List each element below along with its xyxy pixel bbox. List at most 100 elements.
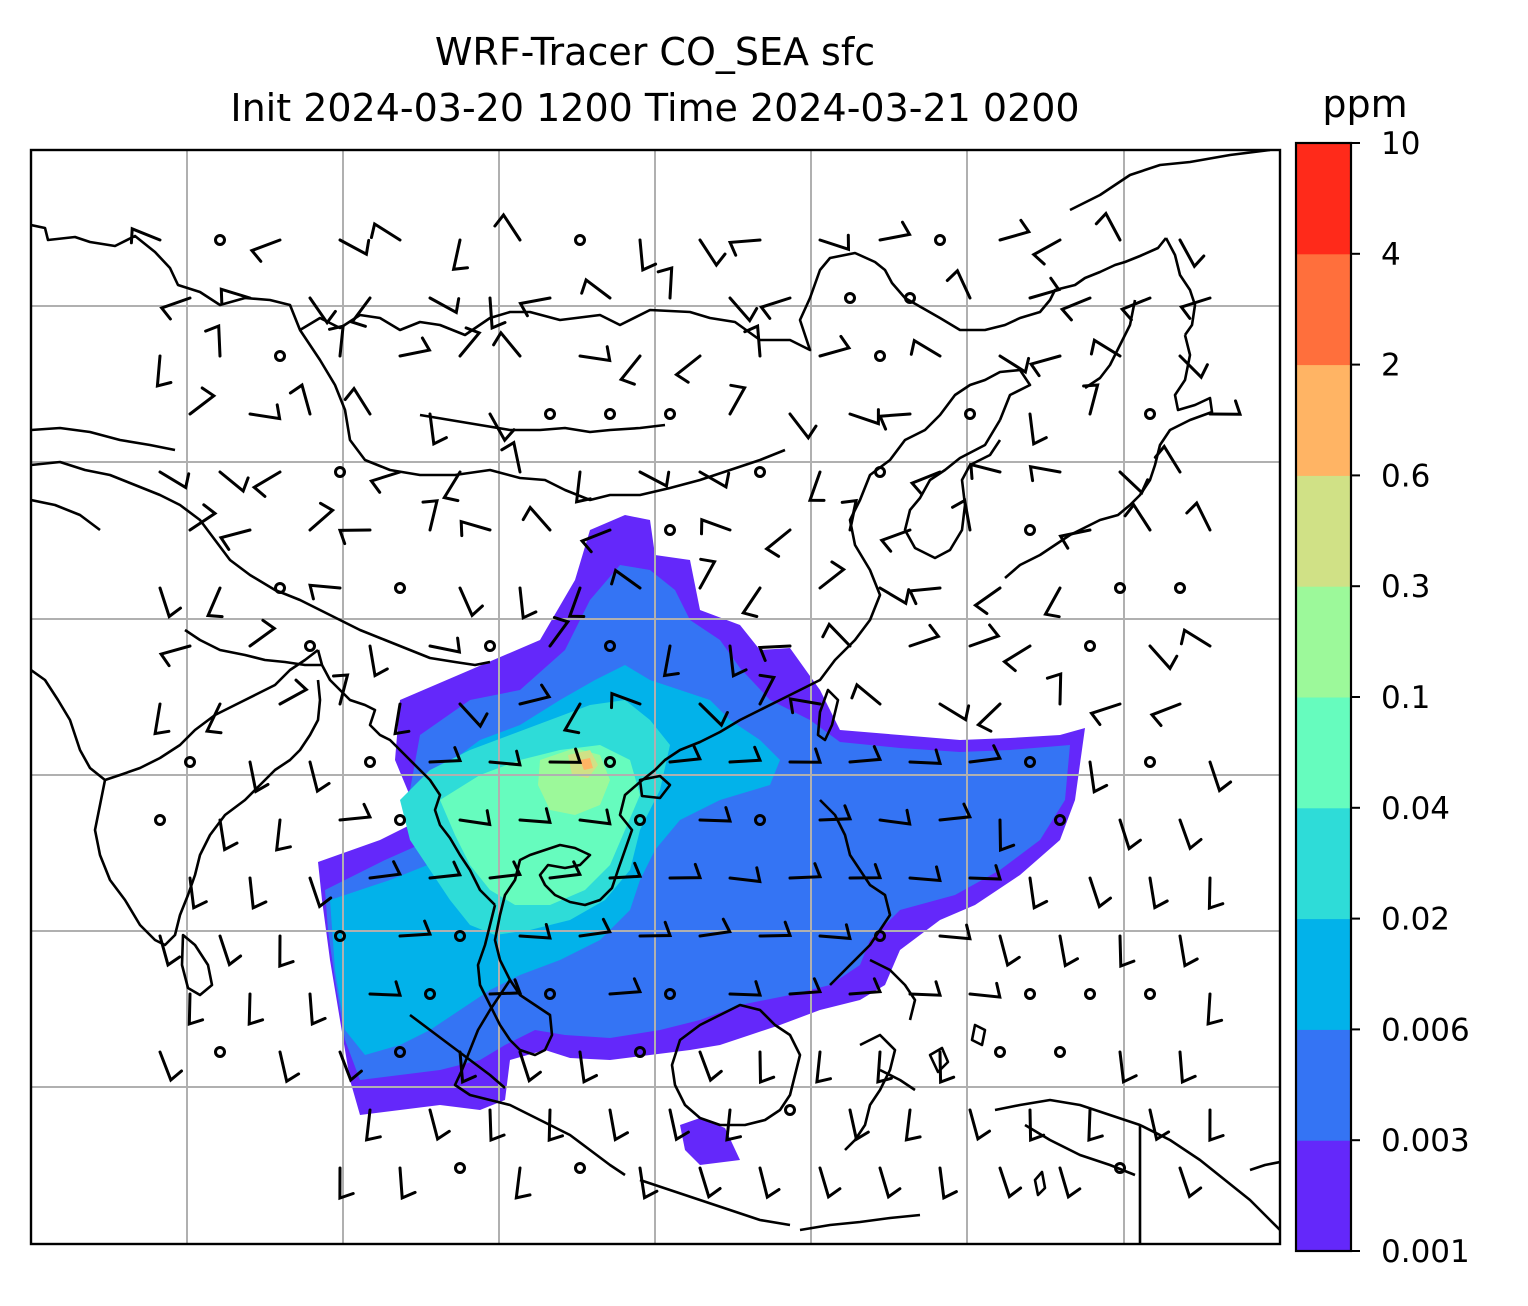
wind-barb (907, 586, 942, 606)
wind-barb (998, 818, 1016, 853)
wind-barb (428, 860, 463, 880)
wind-barb (1043, 586, 1062, 619)
wind-barb (728, 980, 763, 997)
wind-barb (877, 412, 912, 431)
wind-barb (1178, 934, 1199, 968)
wind-barb (638, 1166, 659, 1201)
wind-barb (1178, 1050, 1197, 1085)
wind-barb (458, 586, 484, 618)
wind-barb (698, 1050, 723, 1083)
wind-barb (493, 212, 522, 242)
calm-wind-circle (1024, 756, 1036, 768)
wind-barb (398, 336, 432, 358)
wind-barb (1208, 760, 1233, 793)
wind-barb (393, 702, 411, 736)
map-title-line1: WRF-Tracer CO_SEA sfc (434, 30, 876, 74)
wind-barb (1089, 337, 1122, 358)
colorbar-segment (1296, 1140, 1351, 1252)
wind-barb (1185, 500, 1212, 532)
colorbar-tick-label: 10 (1381, 126, 1420, 162)
wind-barb (1123, 502, 1152, 532)
wind-barb (580, 277, 612, 300)
wind-barb (1028, 354, 1062, 378)
wind-barb (818, 233, 851, 252)
wind-barb (908, 748, 943, 765)
wind-barb (251, 470, 282, 498)
wind-barb (998, 218, 1032, 242)
wind-barb (638, 238, 658, 273)
wind-barb (725, 1108, 742, 1142)
wind-barb (698, 1166, 722, 1200)
wind-barb (938, 1050, 956, 1085)
wind-barb (818, 923, 852, 941)
wind-barb (1178, 354, 1209, 380)
wind-barb (1148, 644, 1179, 671)
wind-barb (1028, 464, 1062, 483)
wind-barb (188, 386, 217, 416)
wind-barb (698, 806, 733, 823)
calm-wind-circle (214, 234, 226, 246)
concentration-region (680, 1118, 740, 1165)
calm-wind-circle (1084, 988, 1096, 1000)
wind-barb (398, 919, 433, 938)
calm-wind-circle (664, 524, 676, 536)
calm-wind-circle (1024, 988, 1036, 1000)
wind-barb (247, 992, 265, 1027)
wind-barb (904, 1108, 922, 1142)
calm-wind-circle (574, 1162, 586, 1174)
wind-barb (1178, 1166, 1203, 1199)
map-title-line2: Init 2024-03-20 1200 Time 2024-03-21 020… (230, 86, 1080, 130)
wind-barb (1118, 1050, 1138, 1085)
wind-barb (1118, 934, 1136, 969)
wind-barb (308, 501, 336, 532)
concentration-field (318, 515, 1085, 1165)
wind-barb (998, 1166, 1023, 1199)
colorbar-segment (1296, 586, 1351, 698)
calm-wind-circle (544, 988, 556, 1000)
wind-barb (608, 1108, 629, 1142)
wind-barb (698, 238, 727, 268)
calm-wind-circle (1144, 756, 1156, 768)
wind-barb (308, 760, 331, 794)
wind-barb (368, 860, 403, 880)
wind-barb (518, 683, 552, 706)
wind-barb (219, 287, 252, 305)
wind-barb (338, 238, 371, 257)
wind-barb (821, 621, 852, 648)
wind-barb (488, 1108, 506, 1143)
coastlines (31, 150, 1280, 1244)
wind-barb (308, 992, 327, 1027)
calm-wind-circle (1024, 524, 1036, 536)
calm-wind-circle (1084, 640, 1096, 652)
wind-barb (188, 876, 208, 911)
wind-barb (757, 644, 792, 662)
colorbar: 0.001 0.003 0.006 0.02 0.04 0.1 0.3 0.6 2 4 10 (1294, 126, 1470, 1270)
wind-barb (338, 802, 373, 822)
wind-barb (451, 238, 469, 272)
calm-wind-circle (424, 988, 436, 1000)
wind-barb (1149, 702, 1182, 727)
wind-barb (514, 1166, 532, 1200)
wind-barb (248, 618, 277, 648)
wind-barb (567, 586, 586, 618)
colorbar-segment (1296, 143, 1351, 255)
calm-wind-circle (334, 466, 346, 478)
wind-barb (1207, 876, 1225, 911)
calm-wind-circle (484, 640, 496, 652)
wind-barb (1179, 627, 1212, 648)
calm-wind-circle (964, 408, 976, 420)
wind-barb (788, 412, 818, 441)
calm-wind-circle (934, 234, 946, 246)
wind-barb (1082, 383, 1100, 416)
wind-barb (428, 746, 463, 764)
wind-barb (578, 808, 612, 826)
wind-barb (155, 354, 173, 388)
calm-wind-circle (184, 756, 196, 768)
wind-barb (187, 992, 205, 1027)
wind-barb (728, 296, 759, 324)
wind-barb (338, 1166, 355, 1201)
wind-barb (218, 934, 243, 967)
wind-barb (488, 296, 507, 331)
calm-wind-circle (454, 930, 466, 942)
wind-barb (728, 644, 748, 679)
